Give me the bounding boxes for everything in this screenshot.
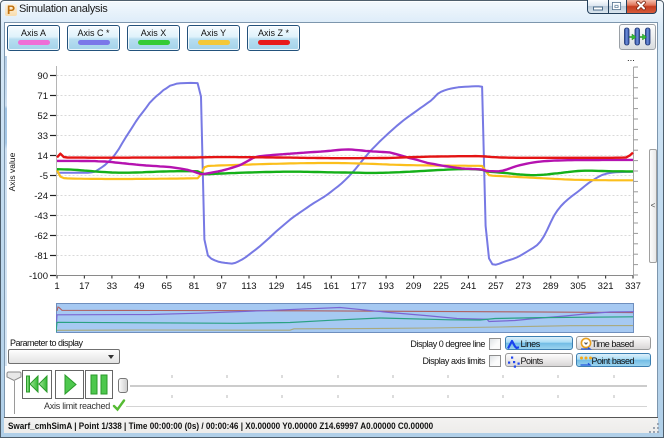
svg-text:97: 97 <box>216 281 227 292</box>
svg-text:81: 81 <box>189 281 200 292</box>
svg-text:90: 90 <box>37 71 48 82</box>
svg-text:71: 71 <box>37 91 48 102</box>
svg-text:-5: -5 <box>40 171 48 182</box>
svg-text:49: 49 <box>134 281 145 292</box>
svg-text:33: 33 <box>107 281 118 292</box>
svg-text:305: 305 <box>570 281 586 292</box>
svg-text:52: 52 <box>37 111 48 122</box>
svg-text:209: 209 <box>406 281 422 292</box>
svg-text:193: 193 <box>378 281 394 292</box>
svg-text:129: 129 <box>268 281 284 292</box>
svg-text:17: 17 <box>79 281 90 292</box>
svg-text:-81: -81 <box>34 251 48 262</box>
svg-text:273: 273 <box>515 281 531 292</box>
svg-text:161: 161 <box>323 281 339 292</box>
svg-text:65: 65 <box>161 281 172 292</box>
svg-text:257: 257 <box>488 281 504 292</box>
svg-text:-62: -62 <box>34 231 48 242</box>
svg-text:177: 177 <box>351 281 367 292</box>
svg-text:289: 289 <box>543 281 559 292</box>
svg-text:-24: -24 <box>34 191 48 202</box>
svg-text:337: 337 <box>625 281 641 292</box>
svg-text:321: 321 <box>598 281 614 292</box>
svg-text:...: ... <box>627 53 635 64</box>
svg-text:225: 225 <box>433 281 449 292</box>
svg-text:113: 113 <box>241 281 256 292</box>
svg-text:-43: -43 <box>34 211 48 222</box>
svg-text:14: 14 <box>37 151 48 162</box>
svg-text:1: 1 <box>54 281 59 292</box>
svg-text:33: 33 <box>37 131 48 142</box>
svg-text:Axis value: Axis value <box>7 152 17 191</box>
svg-text:241: 241 <box>460 281 476 292</box>
svg-text:-100: -100 <box>29 271 48 282</box>
svg-text:145: 145 <box>296 281 312 292</box>
